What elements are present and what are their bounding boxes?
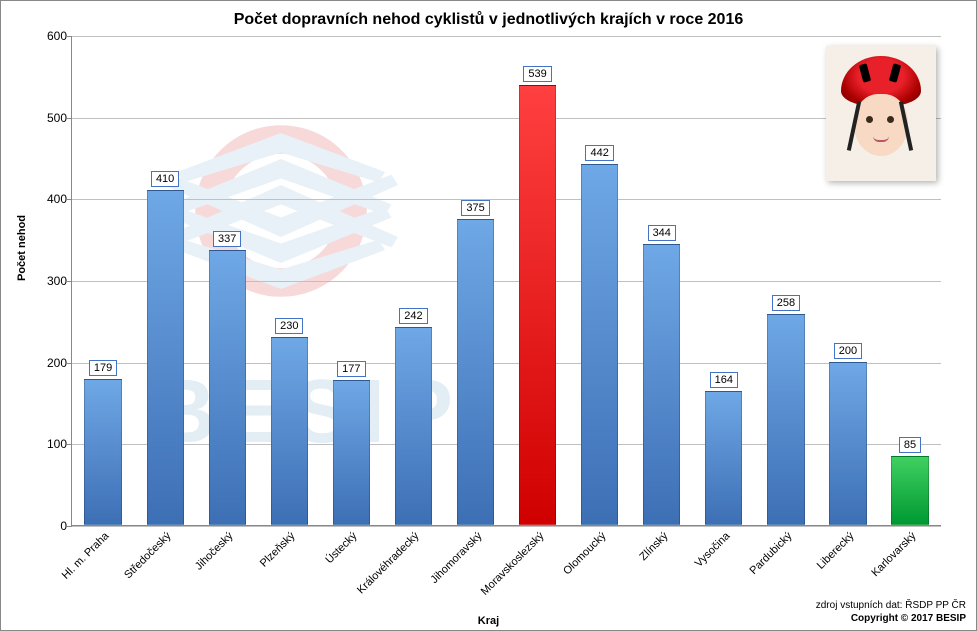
- y-axis-label: Počet nehod: [16, 215, 28, 281]
- xtick-label: Jihočeský: [193, 530, 236, 573]
- copyright-text: Copyright © 2017 BESIP: [816, 612, 966, 625]
- bars-group: 179 410 337 230 177 242 375 539 442 344 164 258 200 8…: [72, 36, 941, 525]
- bar-value-label: 344: [648, 225, 676, 241]
- xtick-label: Hl. m. Praha: [60, 530, 112, 582]
- xtick-label: Liberecký: [815, 530, 857, 572]
- xtick-label: Královéhradecký: [355, 530, 421, 596]
- source-text: zdroj vstupních dat: ŘSDP PP ČR: [816, 599, 966, 612]
- bar-slot: 375: [444, 36, 506, 525]
- ytick-label: 500: [32, 111, 67, 125]
- ytick-label: 300: [32, 274, 67, 288]
- bar: [767, 314, 804, 525]
- bar-slot: 258: [755, 36, 817, 525]
- bar: [519, 85, 556, 525]
- ytick-label: 600: [32, 29, 67, 43]
- xtick-label: Středočeský: [122, 530, 173, 581]
- xtick-label: Pardubický: [747, 530, 794, 577]
- bar-value-label: 230: [275, 318, 303, 334]
- plot-area: 0100200300400500600 17941033723017724237…: [71, 36, 941, 526]
- bar-value-label: 179: [89, 360, 117, 376]
- bar: [457, 219, 494, 525]
- bar-value-label: 539: [523, 66, 551, 82]
- bar: [271, 337, 308, 525]
- bar-slot: 410: [134, 36, 196, 525]
- xtick-label: Vysočina: [693, 530, 733, 570]
- bar-slot: 242: [382, 36, 444, 525]
- bar: [395, 327, 432, 525]
- xtick-label: Ústecký: [324, 530, 360, 566]
- bar-slot: 337: [196, 36, 258, 525]
- gridline: [72, 526, 941, 527]
- bar-slot: 177: [320, 36, 382, 525]
- bar-value-label: 164: [710, 372, 738, 388]
- xtick-label: Plzeňský: [258, 530, 298, 570]
- bar-slot: 179: [72, 36, 134, 525]
- chart-title: Počet dopravních nehod cyklistů v jednot…: [1, 1, 976, 29]
- xtick-label: Karlovarský: [869, 530, 918, 579]
- bar-slot: 539: [507, 36, 569, 525]
- bar-slot: 442: [569, 36, 631, 525]
- bar: [84, 379, 121, 525]
- bar-value-label: 200: [834, 343, 862, 359]
- bar-value-label: 375: [461, 200, 489, 216]
- ytick-label: 0: [32, 519, 67, 533]
- xtick-label: Zlínský: [637, 530, 670, 563]
- bar: [209, 250, 246, 525]
- bar: [643, 244, 680, 525]
- ytick-label: 400: [32, 192, 67, 206]
- bar-value-label: 85: [899, 437, 921, 453]
- chart-container: Počet dopravních nehod cyklistů v jednot…: [0, 0, 977, 631]
- bar: [147, 190, 184, 525]
- xtick-label: Olomoucký: [561, 530, 608, 577]
- xtick-label: Moravskoslezský: [478, 530, 546, 598]
- xtick-label: Jihomoravský: [428, 530, 484, 586]
- ytick-label: 200: [32, 356, 67, 370]
- bar-value-label: 410: [151, 171, 179, 187]
- bar-value-label: 258: [772, 295, 800, 311]
- bar-value-label: 337: [213, 231, 241, 247]
- bar: [705, 391, 742, 525]
- ytick-label: 100: [32, 437, 67, 451]
- bar-slot: 164: [693, 36, 755, 525]
- bar: [333, 380, 370, 525]
- bar-slot: 230: [258, 36, 320, 525]
- child-helmet-photo: [826, 46, 936, 181]
- bar-value-label: 242: [399, 308, 427, 324]
- bar: [829, 362, 866, 525]
- bar: [891, 456, 928, 525]
- bar-value-label: 177: [337, 361, 365, 377]
- bar-value-label: 442: [585, 145, 613, 161]
- footer: zdroj vstupních dat: ŘSDP PP ČR Copyrigh…: [816, 599, 966, 625]
- bar: [581, 164, 618, 525]
- bar-slot: 344: [631, 36, 693, 525]
